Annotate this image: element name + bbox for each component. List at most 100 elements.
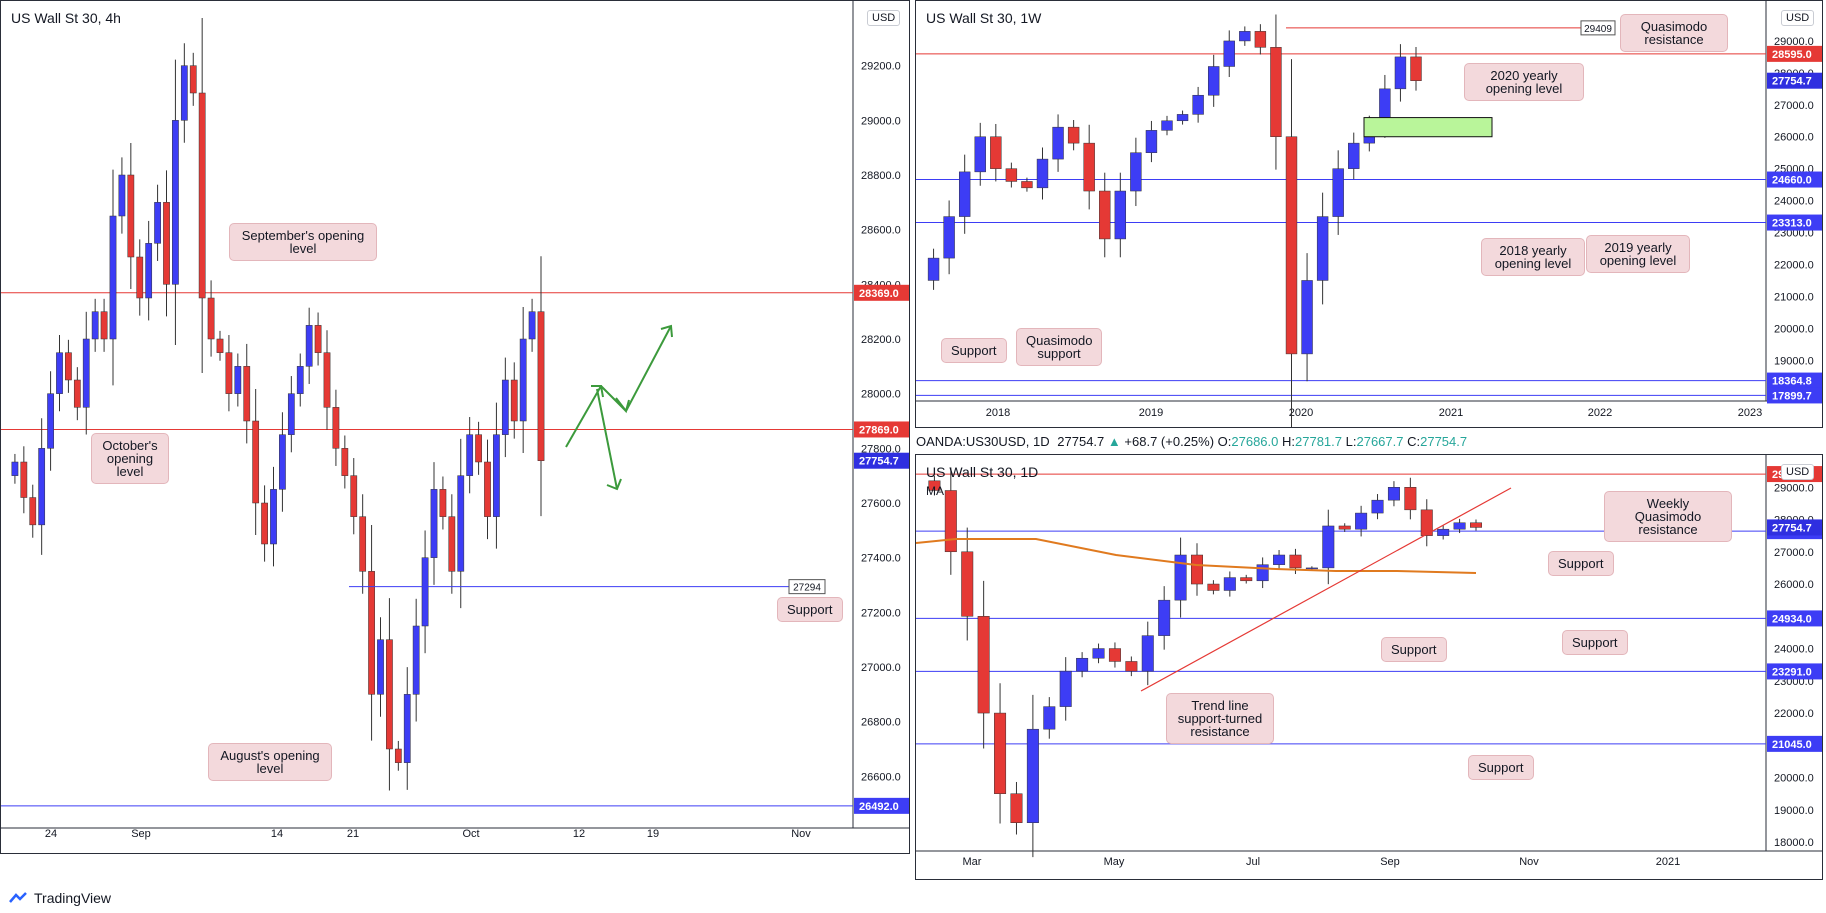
candle-body [189,65,197,94]
x-tick-label: 2020 [1289,407,1313,419]
chart-1d[interactable]: 29000.028000.027000.026000.025000.024000… [915,454,1823,880]
candle-body [305,325,313,367]
candle-body [29,497,37,526]
symbol-name[interactable]: OANDA:US30USD, 1D [916,434,1050,449]
chart-1w[interactable]: 29000.028000.027000.026000.025000.024000… [915,0,1823,428]
level-price-tag [1767,610,1822,627]
candle-body [332,407,340,449]
candle-body [1470,522,1482,528]
candle-body [270,489,277,545]
level-price-label: 24934.0 [1772,613,1812,625]
candle-body [73,379,81,408]
candle-body [1010,793,1023,823]
chart-1w-title: US Wall St 30, 1W [926,10,1042,26]
candle-body [1387,487,1400,501]
trend-line [1140,487,1512,692]
candle-body [974,136,986,173]
candle-body [961,551,974,617]
chart-1d-canvas[interactable]: 29000.028000.027000.026000.025000.024000… [916,455,1823,880]
projection-arrow [625,325,672,412]
candle-body [994,712,1007,794]
candle-body [439,489,447,517]
x-tick-label: Oct [462,828,479,840]
candle-body [225,352,233,394]
candle-body [457,475,465,572]
candle-body [448,516,456,572]
y-tick-label: 29200.0 [861,61,901,73]
currency-badge[interactable]: USD [1781,10,1815,26]
demand-zone [1363,117,1493,138]
candle-body [252,420,260,504]
candle-body [1099,190,1111,240]
annotation-aug-opening: August's opening level [208,743,332,781]
y-tick-label: 19000.0 [1774,355,1814,367]
y-tick-label: 22000.0 [1774,708,1814,720]
annotation-support-2: Support [1562,630,1628,655]
candle-body [216,338,224,353]
candle-body [1316,216,1329,281]
candle-body [386,639,393,750]
candle-body [1348,142,1360,169]
chart-4h[interactable]: 29200.029000.028800.028600.028400.028200… [0,0,910,854]
candle-body [1256,564,1269,582]
candle-body [1092,648,1105,659]
candle-body [234,366,242,394]
level-price-label: 26492.0 [859,801,899,813]
candle-body [501,379,509,435]
candle-body [519,338,527,422]
level-price-tag [854,284,909,301]
x-tick-label: Nov [791,828,811,840]
x-tick-label: Sep [131,828,151,840]
candle-body [1005,168,1018,182]
candle-body [56,352,63,394]
currency-badge[interactable]: USD [867,10,901,26]
candle-body [47,393,54,449]
level-price-label: 24660.0 [1772,175,1812,187]
annotation-oct-opening: October's opening level [91,433,169,484]
candle-body [180,65,188,121]
arrow-head [591,385,604,398]
annotation-2018-yearly: 2018 yearly opening level [1481,238,1585,276]
y-tick-label: 24000.0 [1774,196,1814,208]
current-price-tag [854,452,909,469]
moving-average-line [916,538,1477,574]
x-tick-label: Nov [1519,856,1539,868]
candle-body [1332,168,1344,217]
level-price-tag [1767,387,1822,404]
candle-body [296,366,304,394]
candle-body [1191,554,1203,585]
open-label: O: [1217,434,1232,449]
open-value: 27686.0 [1231,434,1279,449]
tradingview-logo[interactable]: TradingView [8,890,111,906]
candle-body [261,502,268,545]
candle-body [38,448,46,526]
support-price-box [788,579,826,595]
candle-body [359,516,367,572]
level-price-tag [1767,372,1822,389]
candle-body [1174,554,1187,601]
currency-badge[interactable]: USD [1781,464,1815,480]
annotation-trendline: Trend line support-turned resistance [1166,693,1274,744]
chart-1w-canvas[interactable]: 29000.028000.027000.026000.025000.024000… [916,1,1823,428]
candle-body [1273,554,1286,565]
candle-body [1338,525,1351,530]
annotation-2019-yearly: 2019 yearly opening level [1586,235,1690,273]
chart-1d-title: US Wall St 30, 1D [926,464,1039,480]
candle-body [323,352,331,408]
candle-body [430,489,438,558]
ma-indicator-label[interactable]: MA [926,484,944,498]
candle-body [279,434,286,490]
y-tick-label: 24000.0 [1774,644,1814,656]
level-price-label: 23291.0 [1772,666,1812,678]
candle-body [1404,487,1417,511]
candle-body [1145,130,1158,153]
level-price-label: 28369.0 [859,288,899,300]
candle-body [172,120,179,285]
y-tick-label: 29000.0 [1774,482,1814,494]
y-tick-label: 27000.0 [861,662,901,674]
y-tick-label: 27200.0 [861,607,901,619]
y-tick-label: 27000.0 [1774,100,1814,112]
y-tick-label: 18000.0 [1774,837,1814,849]
chart-4h-canvas[interactable]: 29200.029000.028800.028600.028400.028200… [1,1,910,854]
y-tick-label: 28600.0 [861,225,901,237]
